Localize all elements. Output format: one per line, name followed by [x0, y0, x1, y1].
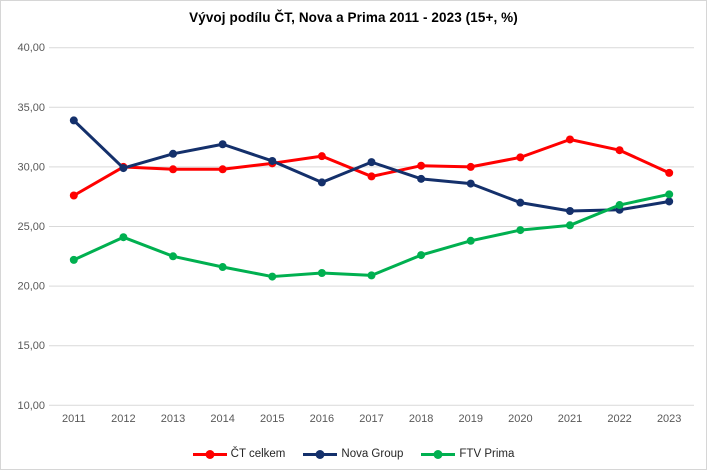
x-tick-label: 2012 — [111, 413, 135, 425]
series-line-2 — [72, 192, 671, 279]
data-point-marker — [169, 252, 178, 261]
y-tick-label: 25,00 — [17, 221, 45, 233]
legend-dot — [315, 449, 325, 459]
legend-dot — [433, 449, 443, 459]
y-tick-label: 20,00 — [17, 281, 45, 293]
y-axis-labels: 40,00 35,00 30,00 25,00 20,00 15,00 10,00 — [17, 42, 45, 412]
legend-item-1: Nova Group — [303, 448, 403, 460]
legend-label: FTV Prima — [459, 448, 515, 460]
data-point-marker — [218, 140, 227, 149]
x-axis-labels: 2011 2012 2013 2014 2015 2016 2017 2018 2019 2020… — [62, 413, 681, 425]
y-tick-label: 35,00 — [17, 102, 45, 114]
x-tick-label: 2011 — [62, 413, 86, 425]
chart-legend: ČT celkem Nova Group FTV Prima — [1, 448, 706, 460]
legend-marker-icon — [192, 449, 227, 459]
data-point-marker — [417, 174, 426, 183]
data-point-marker — [665, 168, 674, 177]
data-point-marker — [218, 263, 227, 272]
x-tick-label: 2020 — [508, 413, 532, 425]
y-tick-label: 30,00 — [17, 161, 45, 173]
data-point-marker — [466, 162, 475, 171]
legend-item-0: ČT celkem — [192, 448, 286, 460]
data-point-marker — [218, 165, 227, 174]
data-point-marker — [69, 255, 78, 264]
data-point-marker — [317, 152, 326, 161]
data-point-marker — [417, 161, 426, 170]
data-point-marker — [516, 198, 525, 207]
legend-marker-icon — [303, 449, 338, 459]
data-point-marker — [615, 201, 624, 210]
data-point-marker — [119, 164, 128, 173]
data-point-marker — [367, 172, 376, 181]
data-point-marker — [169, 149, 178, 158]
x-tick-label: 2016 — [310, 413, 334, 425]
data-point-marker — [516, 153, 525, 162]
data-point-marker — [565, 135, 574, 144]
y-tick-label: 15,00 — [17, 340, 45, 352]
data-point-marker — [367, 271, 376, 280]
legend-item-2: FTV Prima — [421, 448, 514, 460]
legend-label: Nova Group — [341, 448, 404, 460]
series-0 — [69, 135, 674, 200]
x-tick-label: 2018 — [409, 413, 433, 425]
legend-dot — [205, 449, 215, 459]
series-1 — [69, 116, 674, 216]
data-point-marker — [466, 179, 475, 188]
data-point-marker — [268, 272, 277, 281]
x-tick-label: 2019 — [458, 413, 482, 425]
x-tick-label: 2015 — [260, 413, 284, 425]
legend-marker-icon — [421, 449, 456, 459]
data-point-marker — [119, 233, 128, 242]
x-tick-label: 2013 — [161, 413, 185, 425]
series-line-0 — [72, 137, 671, 198]
data-point-marker — [665, 197, 674, 206]
data-point-marker — [317, 268, 326, 277]
data-point-marker — [516, 226, 525, 235]
series-2 — [69, 190, 674, 281]
data-point-marker — [615, 146, 624, 155]
chart-title: Vývoj podílu ČT, Nova a Prima 2011 - 202… — [189, 10, 518, 25]
x-tick-label: 2022 — [607, 413, 631, 425]
data-point-marker — [69, 191, 78, 200]
y-tick-label: 40,00 — [17, 42, 45, 54]
data-point-marker — [466, 236, 475, 245]
data-point-marker — [665, 190, 674, 199]
data-point-marker — [367, 158, 376, 167]
data-point-marker — [169, 165, 178, 174]
x-tick-label: 2023 — [657, 413, 681, 425]
data-point-marker — [565, 207, 574, 216]
x-tick-label: 2021 — [558, 413, 582, 425]
legend-label: ČT celkem — [230, 448, 286, 460]
data-point-marker — [268, 156, 277, 165]
x-tick-label: 2014 — [210, 413, 234, 425]
x-tick-label: 2017 — [359, 413, 383, 425]
data-point-marker — [69, 116, 78, 125]
y-tick-label: 10,00 — [17, 400, 45, 412]
data-point-marker — [417, 251, 426, 260]
data-point-marker — [317, 178, 326, 187]
data-point-marker — [565, 221, 574, 230]
gridlines — [49, 47, 694, 406]
